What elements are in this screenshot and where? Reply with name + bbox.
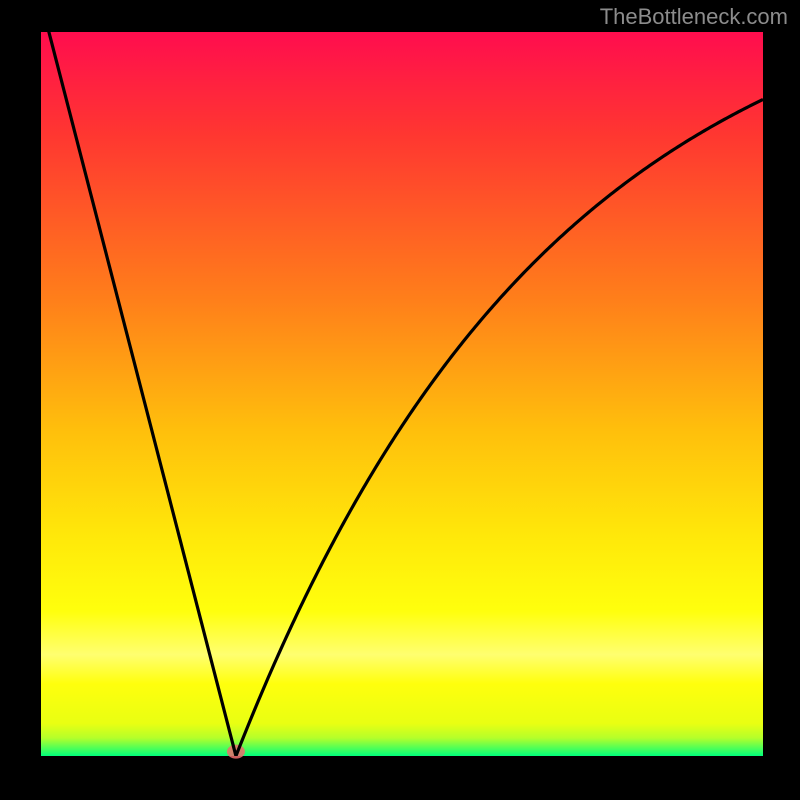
plot-area [41,32,763,756]
bottleneck-chart: TheBottleneck.com [0,0,800,800]
chart-svg [0,0,800,800]
watermark: TheBottleneck.com [600,4,788,30]
